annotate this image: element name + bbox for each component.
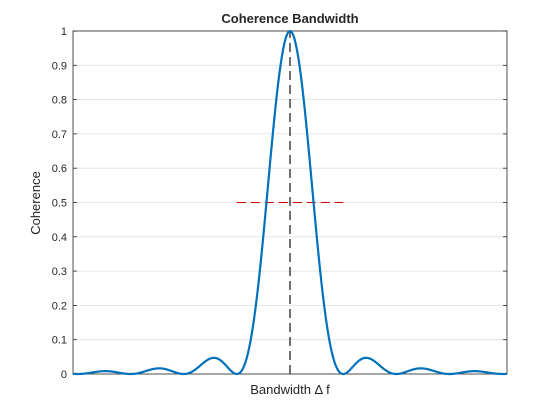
- series-layer: [72, 29, 508, 376]
- y-tick-label: 0.1: [52, 335, 67, 347]
- y-tick-label: 0.7: [52, 129, 67, 141]
- y-tick-label: 0: [61, 369, 67, 381]
- y-ticks: 0 0.1 0.2 0.3 0.4 0.5 0.6 0.7 0.8 0.9 1: [52, 26, 507, 381]
- y-tick-label: 0.5: [52, 198, 67, 210]
- y-tick-label: 0.2: [52, 300, 67, 312]
- y-tick-label: 0.6: [52, 163, 67, 175]
- y-tick-label: 0.9: [52, 60, 67, 72]
- y-axis-label: Coherence: [28, 171, 43, 235]
- y-tick-label: 1: [61, 26, 67, 38]
- coherence-curve: [72, 29, 508, 376]
- chart-title: Coherence Bandwidth: [221, 11, 358, 26]
- y-tick-label: 0.4: [52, 232, 67, 244]
- reference-lines: [236, 31, 344, 374]
- x-axis-label: Bandwidth Δ f: [250, 382, 330, 397]
- y-tick-label: 0.8: [52, 95, 67, 107]
- y-tick-label: 0.3: [52, 266, 67, 278]
